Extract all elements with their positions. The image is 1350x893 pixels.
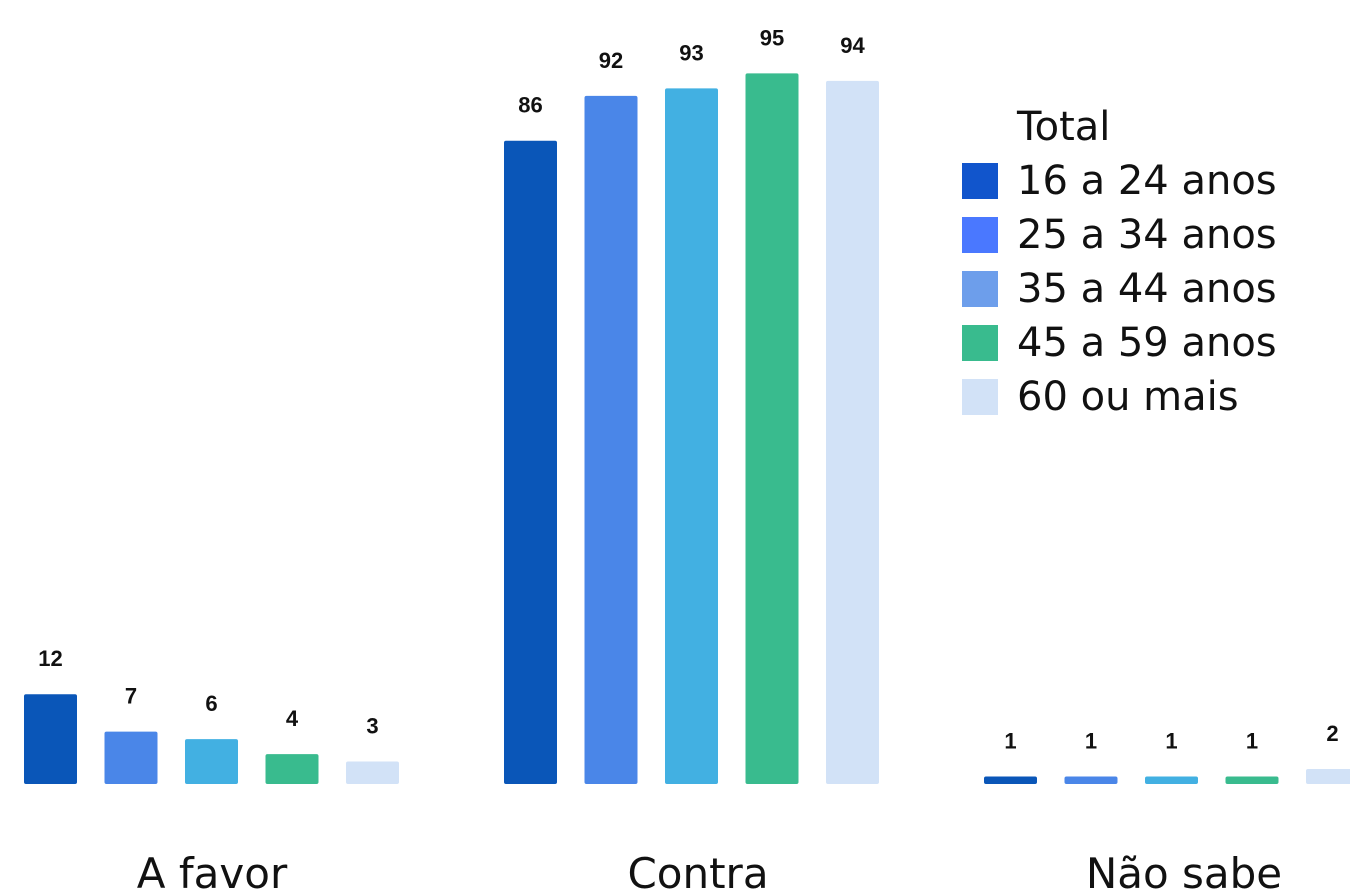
legend-label: 35 a 44 anos bbox=[1017, 266, 1277, 312]
bar-a-favor-16-a-24-anos bbox=[24, 694, 77, 784]
legend-item-60-ou-mais: 60 ou mais bbox=[962, 370, 1277, 424]
legend-label: 60 ou mais bbox=[1017, 374, 1239, 420]
bar-nao-sabe-25-a-34-anos bbox=[1064, 776, 1118, 784]
legend-label: 25 a 34 anos bbox=[1017, 212, 1277, 258]
data-label-contra-25-a-34-anos: 92 bbox=[599, 48, 623, 73]
data-label-a-favor-25-a-34-anos: 7 bbox=[125, 684, 137, 709]
bar-a-favor-45-a-59-anos bbox=[265, 754, 319, 784]
data-label-contra-45-a-59-anos: 95 bbox=[760, 25, 784, 50]
bar-contra-35-a-44-anos bbox=[665, 88, 718, 785]
bar-nao-sabe-35-a-44-anos bbox=[1145, 776, 1198, 784]
bar-nao-sabe-60-ou-mais bbox=[1306, 769, 1350, 784]
legend-item-25-a-34-anos: 25 a 34 anos bbox=[962, 208, 1277, 262]
legend-swatch bbox=[962, 271, 998, 307]
data-label-nao-sabe-25-a-34-anos: 1 bbox=[1085, 729, 1097, 754]
legend-item-16-a-24-anos: 16 a 24 anos bbox=[962, 154, 1277, 208]
data-label-nao-sabe-35-a-44-anos: 1 bbox=[1165, 729, 1177, 754]
data-label-a-favor-35-a-44-anos: 6 bbox=[205, 691, 217, 716]
bar-a-favor-25-a-34-anos bbox=[104, 731, 158, 784]
bar-nao-sabe-16-a-24-anos bbox=[984, 776, 1037, 784]
data-label-contra-35-a-44-anos: 93 bbox=[679, 40, 703, 65]
bar-a-favor-60-ou-mais bbox=[346, 761, 399, 784]
legend-swatch bbox=[962, 217, 998, 253]
data-label-a-favor-60-ou-mais: 3 bbox=[366, 714, 378, 739]
legend-item-45-a-59-anos: 45 a 59 anos bbox=[962, 316, 1277, 370]
data-label-a-favor-45-a-59-anos: 4 bbox=[286, 706, 299, 731]
data-label-nao-sabe-45-a-59-anos: 1 bbox=[1246, 729, 1258, 754]
legend-swatch bbox=[962, 163, 998, 199]
legend-label: 45 a 59 anos bbox=[1017, 320, 1277, 366]
bar-a-favor-35-a-44-anos bbox=[185, 739, 238, 784]
category-label-a-favor: A favor bbox=[137, 849, 288, 893]
legend: Total 16 a 24 anos 25 a 34 anos 35 a 44 an… bbox=[962, 100, 1277, 424]
legend-title: Total bbox=[1017, 104, 1111, 150]
legend-swatch bbox=[962, 379, 998, 415]
data-label-contra-60-ou-mais: 94 bbox=[840, 33, 865, 58]
legend-item-35-a-44-anos: 35 a 44 anos bbox=[962, 262, 1277, 316]
bar-nao-sabe-45-a-59-anos bbox=[1225, 776, 1279, 784]
bar-contra-16-a-24-anos bbox=[504, 140, 557, 785]
category-label-nao-sabe: Não sabe bbox=[1086, 849, 1282, 893]
data-label-contra-16-a-24-anos: 86 bbox=[518, 93, 542, 118]
legend-swatch bbox=[962, 325, 998, 361]
bar-contra-25-a-34-anos bbox=[584, 95, 638, 785]
bar-contra-45-a-59-anos bbox=[745, 73, 799, 784]
legend-label: 16 a 24 anos bbox=[1017, 158, 1277, 204]
bar-contra-60-ou-mais bbox=[826, 80, 879, 784]
category-label-contra: Contra bbox=[627, 849, 768, 893]
data-label-nao-sabe-16-a-24-anos: 1 bbox=[1004, 729, 1016, 754]
data-label-a-favor-16-a-24-anos: 12 bbox=[38, 646, 62, 671]
data-label-nao-sabe-60-ou-mais: 2 bbox=[1326, 721, 1338, 746]
